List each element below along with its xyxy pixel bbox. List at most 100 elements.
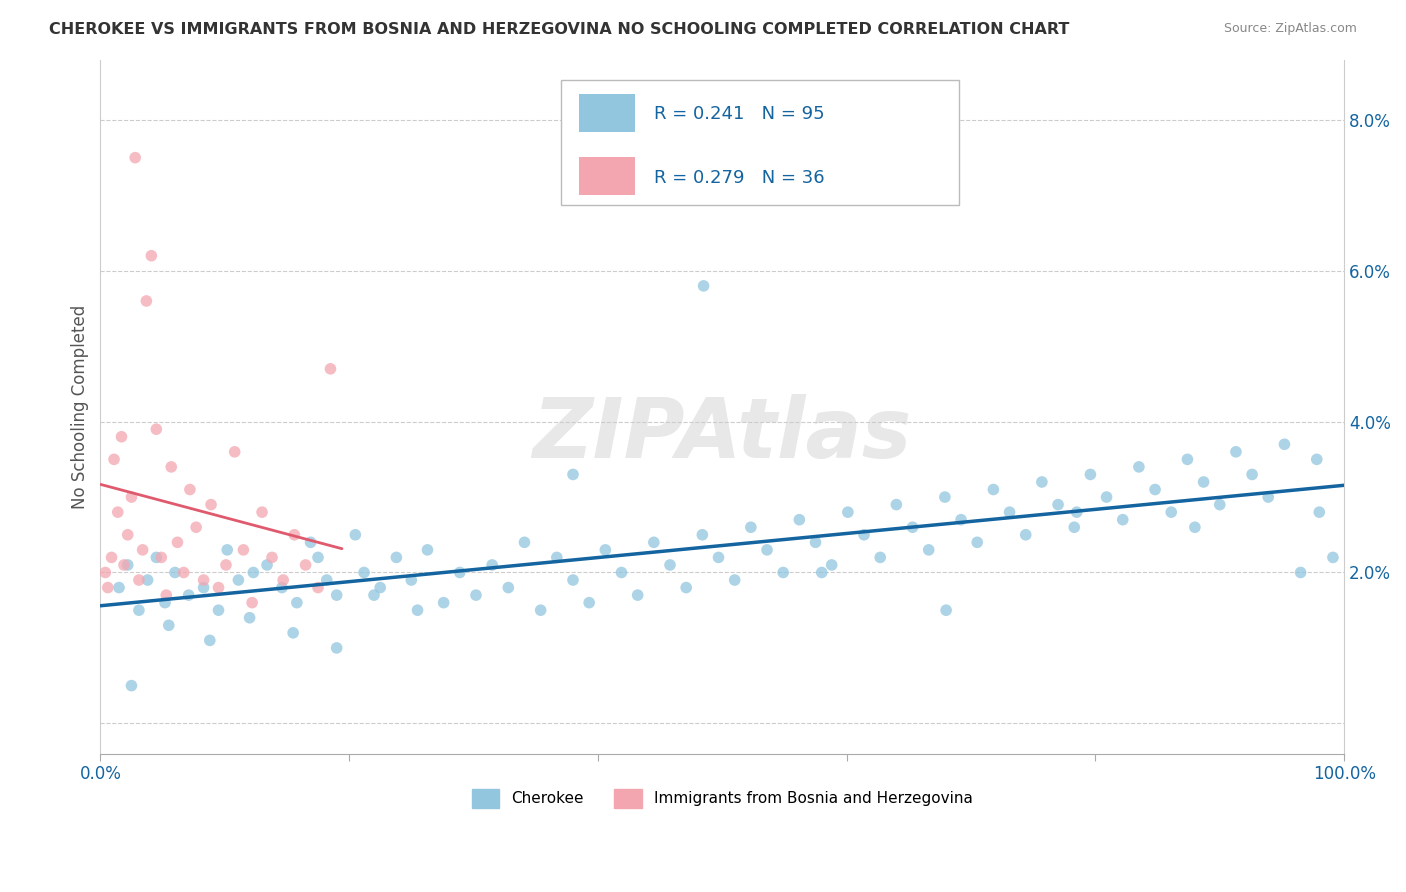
Point [1063,520,1085,534]
Point [610,566,633,580]
Point [193,573,215,587]
Point [294,558,316,572]
Point [256,558,278,572]
Point [772,566,794,580]
Point [224,445,246,459]
Point [562,467,585,482]
Point [918,542,941,557]
Point [1066,505,1088,519]
Point [124,151,146,165]
Point [107,505,129,519]
Point [1322,550,1344,565]
Point [94,566,117,580]
Point [707,550,730,565]
Point [184,520,207,534]
Point [935,603,957,617]
Point [160,459,183,474]
Point [562,573,585,587]
Point [131,542,153,557]
Point [112,558,135,572]
Point [198,633,221,648]
Point [998,505,1021,519]
Point [1112,513,1135,527]
Point [983,483,1005,497]
Point [1095,490,1118,504]
Point [179,483,201,497]
Point [153,596,176,610]
Point [740,520,762,534]
Point [250,505,273,519]
Point [966,535,988,549]
Point [232,542,254,557]
Point [1257,490,1279,504]
Point [207,581,229,595]
Point [166,535,188,549]
Point [315,573,337,587]
Text: R = 0.241   N = 95: R = 0.241 N = 95 [654,104,824,123]
Point [299,535,322,549]
Point [155,588,177,602]
Point [271,573,294,587]
Point [271,581,294,595]
Point [242,566,264,580]
Point [433,596,456,610]
Point [449,566,471,580]
Point [1160,505,1182,519]
Point [1184,520,1206,534]
Point [1306,452,1329,467]
FancyBboxPatch shape [579,157,636,195]
Point [163,566,186,580]
Point [1080,467,1102,482]
Point [595,542,617,557]
Point [659,558,682,572]
Point [120,490,142,504]
Point [136,573,159,587]
Point [643,535,665,549]
Point [281,625,304,640]
Point [150,550,173,565]
Point [207,603,229,617]
Point [869,550,891,565]
Point [481,558,503,572]
FancyBboxPatch shape [579,95,636,132]
Point [724,573,747,587]
Point [283,528,305,542]
Point [513,535,536,549]
Point [1308,505,1330,519]
Point [344,528,367,542]
Point [193,581,215,595]
Point [756,542,779,557]
Point [215,558,238,572]
Point [1047,498,1070,512]
Point [228,573,250,587]
Text: Source: ZipAtlas.com: Source: ZipAtlas.com [1223,22,1357,36]
Point [285,596,308,610]
Point [789,513,811,527]
Point [1209,498,1232,512]
Point [325,640,347,655]
Point [692,278,714,293]
Point [853,528,876,542]
Point [200,498,222,512]
Point [804,535,827,549]
Text: R = 0.279   N = 36: R = 0.279 N = 36 [654,169,824,186]
Point [837,505,859,519]
Legend: Cherokee, Immigrants from Bosnia and Herzegovina: Cherokee, Immigrants from Bosnia and Her… [464,781,980,815]
Point [117,528,139,542]
Point [120,679,142,693]
Point [675,581,697,595]
Point [363,588,385,602]
Point [135,293,157,308]
Point [319,362,342,376]
Point [239,611,262,625]
Point [1144,483,1167,497]
Point [217,542,239,557]
Point [1177,452,1199,467]
Point [177,588,200,602]
Point [141,249,163,263]
Point [901,520,924,534]
Point [1289,566,1312,580]
Point [100,550,122,565]
Point [692,528,714,542]
Point [810,566,832,580]
